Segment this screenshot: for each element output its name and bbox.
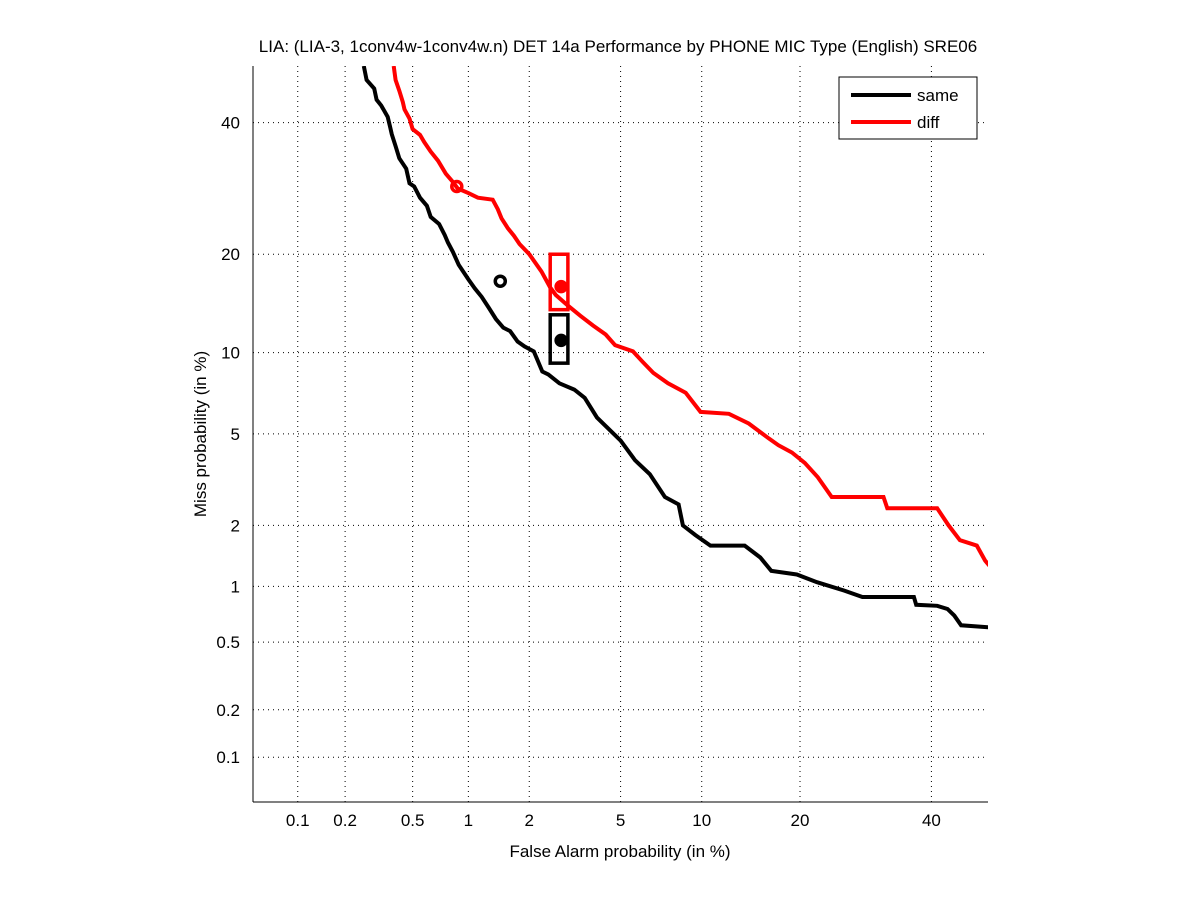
series-lines xyxy=(361,66,988,630)
y-axis-label: Miss probability (in %) xyxy=(191,351,210,517)
x-tick-label: 40 xyxy=(922,811,941,830)
y-tick-label: 0.2 xyxy=(216,701,240,720)
y-tick-label: 0.1 xyxy=(216,748,240,767)
x-tick-labels: 0.1 0.2 0.5 1 2 5 10 20 40 xyxy=(286,811,941,830)
y-tick-label: 2 xyxy=(231,516,240,535)
y-tick-label: 5 xyxy=(231,425,240,444)
y-tick-label: 40 xyxy=(221,114,240,133)
x-tick-label: 1 xyxy=(464,811,473,830)
x-tick-label: 10 xyxy=(692,811,711,830)
series-line-diff xyxy=(391,66,988,568)
x-tick-label: 2 xyxy=(525,811,534,830)
x-tick-label: 20 xyxy=(791,811,810,830)
x-axis-label: False Alarm probability (in %) xyxy=(509,842,730,861)
y-tick-label: 1 xyxy=(231,577,240,596)
y-tick-label: 20 xyxy=(221,245,240,264)
marker-same xyxy=(554,333,568,348)
legend-label-same: same xyxy=(917,86,959,105)
marker-same xyxy=(493,274,508,288)
x-tick-label: 0.5 xyxy=(401,811,425,830)
marker-diff xyxy=(554,279,568,294)
axes xyxy=(252,66,988,803)
confidence-box-same xyxy=(548,313,570,365)
legend-label-diff: diff xyxy=(917,113,940,132)
series-line-same xyxy=(361,66,988,630)
x-tick-label: 0.1 xyxy=(286,811,310,830)
legend-box xyxy=(838,76,978,140)
y-tick-label: 10 xyxy=(221,344,240,363)
confidence-box-diff xyxy=(548,252,570,312)
y-tick-labels: 0.1 0.2 0.5 1 2 5 10 20 40 xyxy=(216,114,240,768)
chart-title: LIA: (LIA-3, 1conv4w-1conv4w.n) DET 14a … xyxy=(259,37,977,56)
marker-diff xyxy=(450,179,464,194)
legend: same diff xyxy=(838,76,978,140)
y-tick-label: 0.5 xyxy=(216,633,240,652)
x-tick-label: 0.2 xyxy=(333,811,357,830)
x-tick-label: 5 xyxy=(616,811,625,830)
plot-area xyxy=(361,66,988,630)
